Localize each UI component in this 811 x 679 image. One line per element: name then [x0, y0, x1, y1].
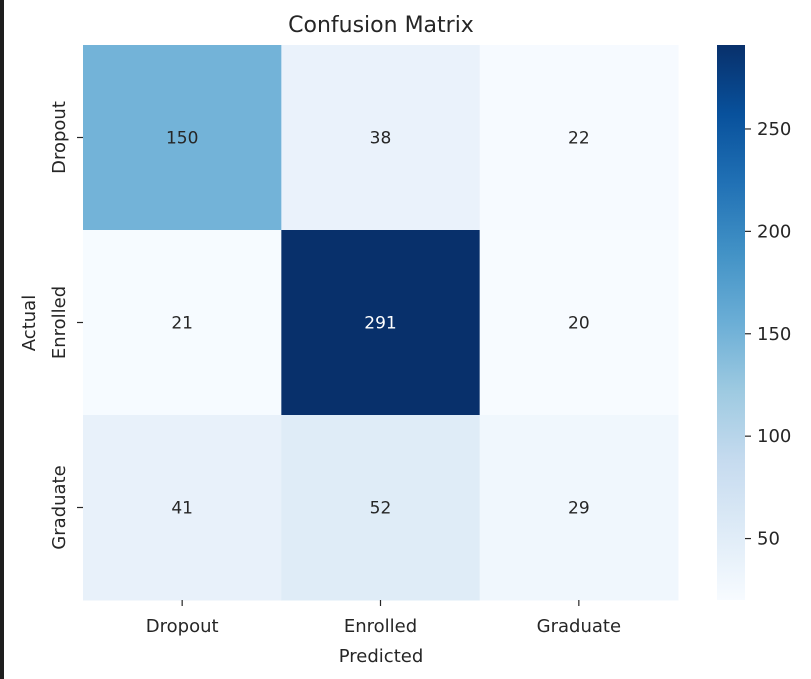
colorbar-tick-label: 150: [757, 324, 791, 345]
y-tick-label: Graduate: [49, 465, 70, 549]
x-tick-label: Graduate: [537, 616, 621, 637]
colorbar-gradient: [717, 45, 745, 600]
heatmap-cell: [281, 230, 481, 416]
y-tick-label: Dropout: [49, 101, 70, 174]
cell-value-label: 38: [370, 129, 392, 149]
heatmap-cell: [83, 415, 282, 601]
heatmap-cell: [83, 45, 282, 231]
x-tick-label: Enrolled: [344, 616, 417, 637]
cell-value-label: 52: [370, 499, 392, 519]
colorbar-tick-label: 50: [757, 529, 780, 550]
heatmap-cell: [479, 230, 679, 416]
cell-value-label: 29: [568, 499, 590, 519]
cell-value-label: 22: [568, 129, 590, 149]
heatmap-cell: [479, 415, 679, 601]
colorbar-tick-label: 100: [757, 426, 791, 447]
heatmap-cell: [479, 45, 679, 231]
colorbar: 50 100 150 200 250: [717, 45, 791, 600]
window-frame-edge: [0, 0, 4, 679]
heatmap-cell-labels: 150 38 22 21 291 20 41 52 29: [166, 129, 590, 519]
cell-value-label: 41: [171, 499, 193, 519]
heatmap-cells: [83, 45, 679, 601]
chart-title: Confusion Matrix: [288, 13, 474, 38]
cell-value-label: 291: [364, 314, 396, 334]
heatmap-cell: [281, 415, 481, 601]
y-tick-label: Enrolled: [49, 286, 70, 359]
heatmap-cell: [83, 230, 282, 416]
colorbar-tick-label: 200: [757, 221, 791, 242]
cell-value-label: 21: [171, 314, 193, 334]
colorbar-tick-label: 250: [757, 119, 791, 140]
heatmap-cell: [281, 45, 481, 231]
cell-value-label: 150: [166, 129, 198, 149]
y-axis: Dropout Enrolled Graduate: [49, 101, 83, 550]
colorbar-ticks: 50 100 150 200 250: [745, 119, 791, 550]
cell-value-label: 20: [568, 314, 590, 334]
x-axis-label: Predicted: [339, 646, 424, 667]
y-axis-label: Actual: [19, 295, 40, 351]
x-axis: Dropout Enrolled Graduate: [146, 600, 621, 637]
x-tick-label: Dropout: [146, 616, 219, 637]
